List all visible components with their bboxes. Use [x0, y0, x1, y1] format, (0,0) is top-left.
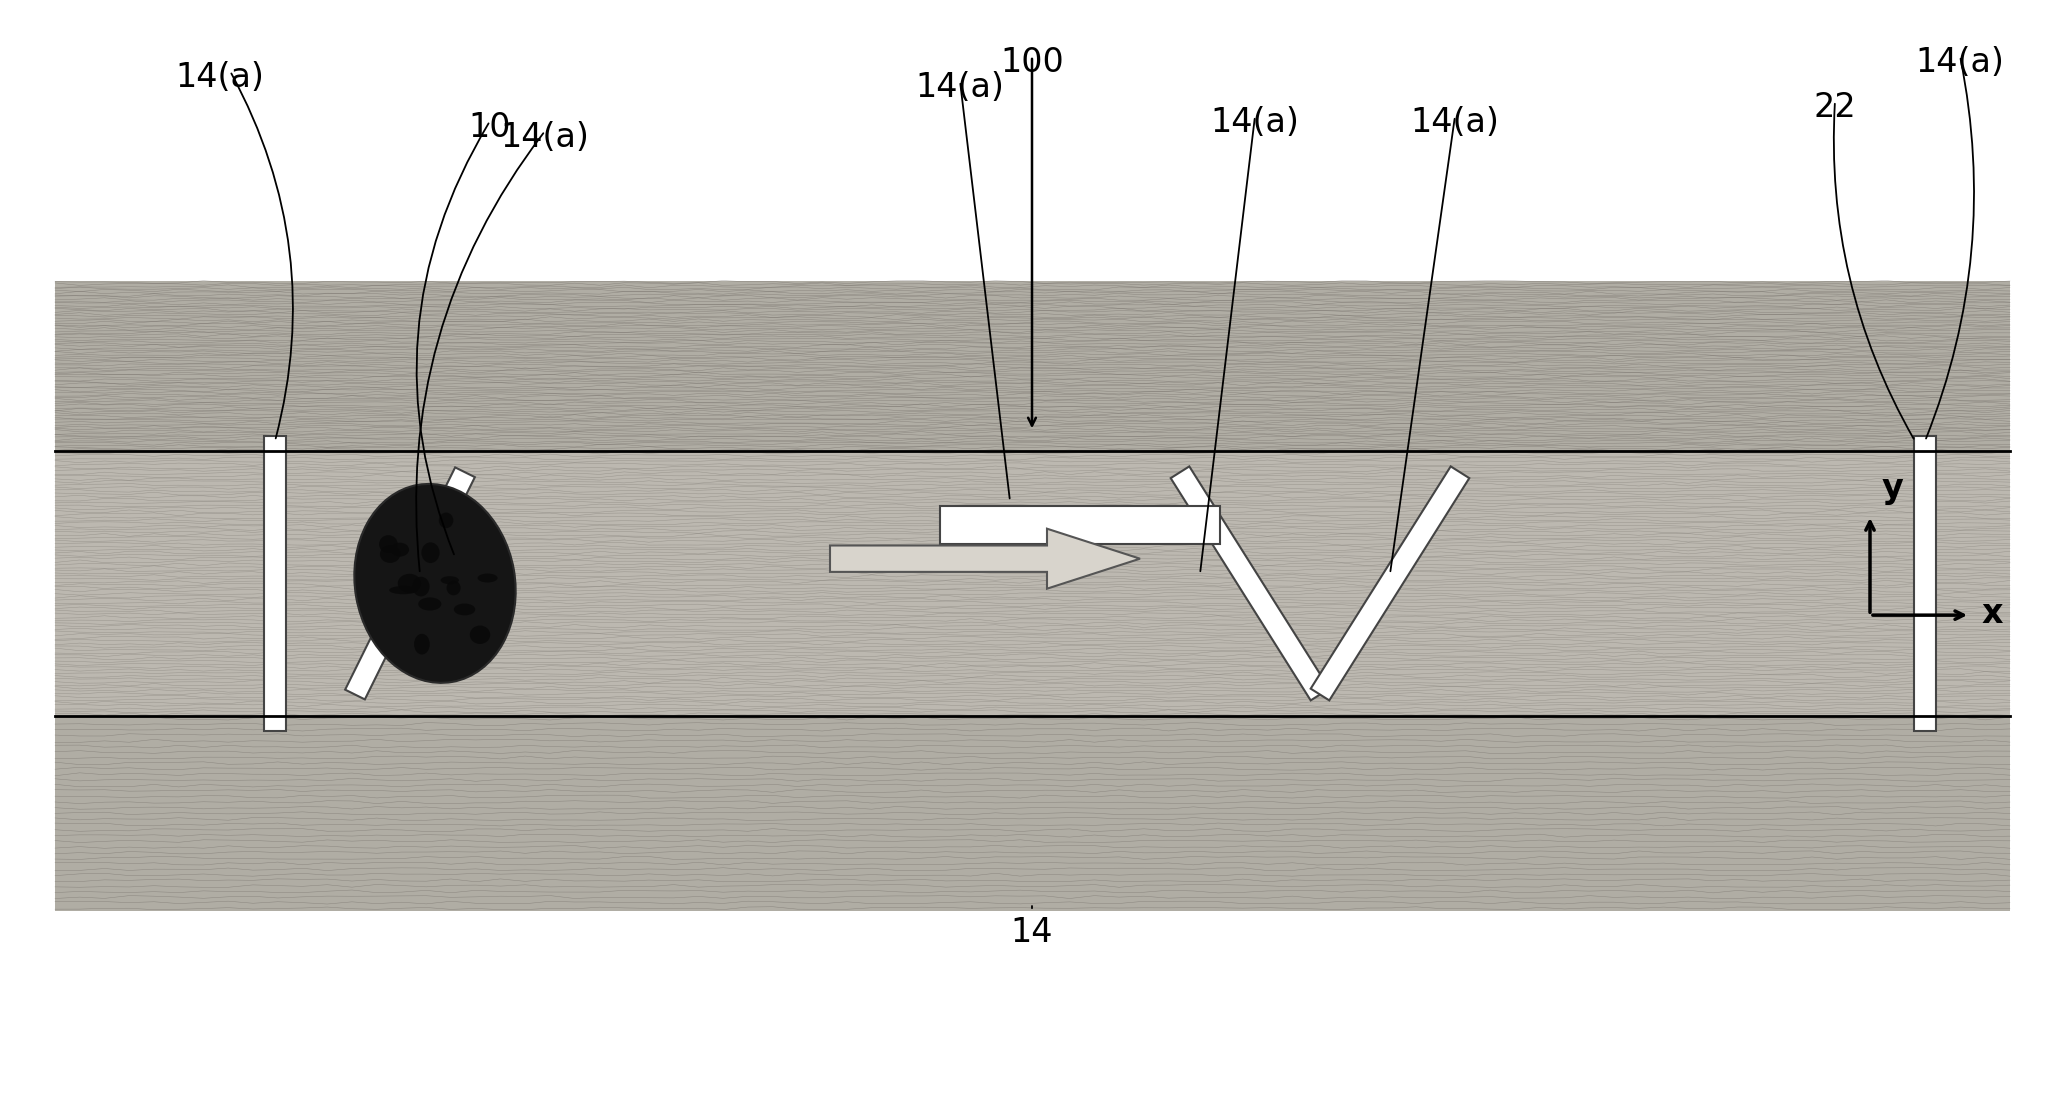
Bar — [56, 452, 2009, 716]
Ellipse shape — [419, 597, 441, 610]
FancyArrowPatch shape — [231, 73, 293, 438]
Text: 14(a): 14(a) — [1917, 46, 2005, 79]
Ellipse shape — [398, 574, 421, 593]
Ellipse shape — [470, 626, 491, 644]
Bar — [941, 506, 1219, 545]
Ellipse shape — [355, 484, 516, 683]
Ellipse shape — [441, 576, 458, 584]
Text: 14(a): 14(a) — [916, 71, 1005, 104]
Bar — [264, 436, 287, 731]
Bar — [56, 281, 2009, 452]
Text: 22: 22 — [1813, 91, 1857, 124]
Text: 14: 14 — [1011, 916, 1054, 949]
FancyArrowPatch shape — [1927, 59, 1974, 438]
Text: 14(a): 14(a) — [501, 121, 590, 155]
Text: 14(a): 14(a) — [1211, 106, 1300, 139]
Bar — [56, 716, 2009, 911]
Bar — [345, 467, 474, 699]
Bar — [1310, 467, 1469, 700]
Text: 14(a): 14(a) — [1411, 106, 1500, 139]
FancyArrowPatch shape — [417, 134, 543, 571]
Text: y: y — [1881, 472, 1904, 505]
Ellipse shape — [390, 543, 408, 557]
Ellipse shape — [446, 581, 460, 595]
Ellipse shape — [415, 633, 429, 654]
Text: x: x — [1983, 596, 2003, 629]
Ellipse shape — [390, 586, 419, 594]
Ellipse shape — [413, 576, 429, 596]
FancyArrowPatch shape — [1834, 104, 1914, 438]
Ellipse shape — [477, 573, 497, 582]
Ellipse shape — [454, 604, 474, 615]
Bar — [1914, 436, 1935, 731]
Text: 100: 100 — [1001, 46, 1065, 79]
Polygon shape — [829, 528, 1141, 589]
FancyArrowPatch shape — [417, 124, 489, 555]
Ellipse shape — [380, 535, 398, 553]
Ellipse shape — [380, 545, 400, 563]
Ellipse shape — [421, 543, 439, 563]
Ellipse shape — [439, 513, 454, 528]
Text: 10: 10 — [468, 111, 512, 144]
Bar — [1170, 467, 1329, 700]
Text: 14(a): 14(a) — [175, 61, 264, 94]
